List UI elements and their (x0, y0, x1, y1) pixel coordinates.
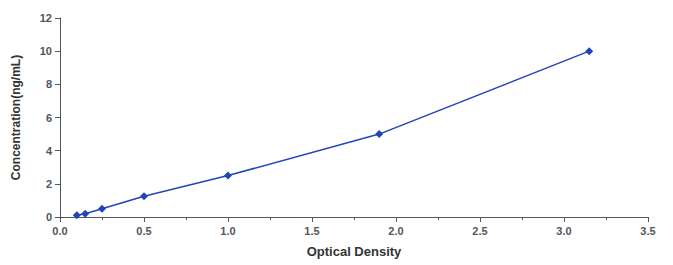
svg-text:1.5: 1.5 (304, 225, 319, 237)
svg-text:1.0: 1.0 (220, 225, 235, 237)
svg-text:0.5: 0.5 (136, 225, 151, 237)
svg-text:4: 4 (46, 145, 53, 157)
svg-text:0.0: 0.0 (52, 225, 67, 237)
svg-text:8: 8 (46, 78, 52, 90)
svg-text:3.0: 3.0 (556, 225, 571, 237)
svg-text:2: 2 (46, 178, 52, 190)
svg-text:0: 0 (46, 211, 52, 223)
svg-text:10: 10 (40, 45, 52, 57)
svg-text:6: 6 (46, 112, 52, 124)
svg-text:3.5: 3.5 (640, 225, 655, 237)
svg-text:2.5: 2.5 (472, 225, 487, 237)
svg-text:Optical Density: Optical Density (307, 244, 402, 259)
svg-text:12: 12 (40, 12, 52, 24)
svg-text:Concentration(ng/mL): Concentration(ng/mL) (9, 55, 23, 180)
svg-text:2.0: 2.0 (388, 225, 403, 237)
